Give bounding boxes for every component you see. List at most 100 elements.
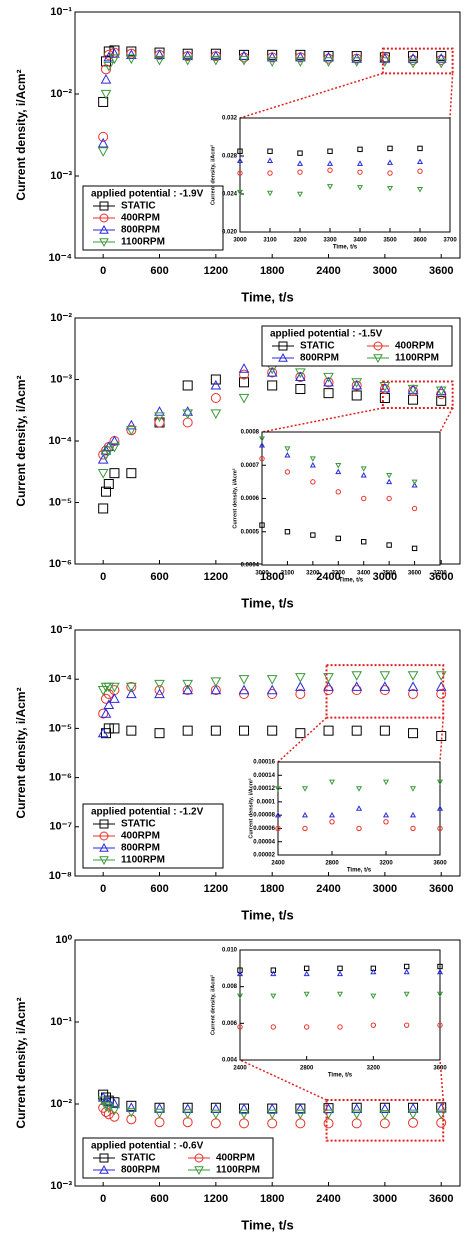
marker bbox=[210, 1103, 222, 1114]
inset-x-axis-label: Time, t/s bbox=[333, 245, 358, 251]
y-tick-label: 10⁻³ bbox=[50, 170, 72, 182]
plot-area bbox=[261, 431, 441, 566]
marker bbox=[360, 471, 367, 478]
marker bbox=[266, 1109, 278, 1120]
marker bbox=[99, 831, 109, 841]
y-tick-label: 0.008 bbox=[222, 984, 238, 990]
marker bbox=[182, 409, 194, 420]
marker bbox=[194, 1153, 204, 1163]
marker bbox=[154, 55, 165, 66]
marker bbox=[109, 1098, 120, 1109]
y-tick-label: 10⁻¹ bbox=[50, 6, 72, 18]
legend-label: 800RPM bbox=[121, 225, 160, 236]
x-tick-label: 3700 bbox=[433, 571, 447, 577]
marker bbox=[436, 51, 447, 62]
marker bbox=[236, 993, 244, 1000]
x-axis-label: Time, t/s bbox=[241, 595, 294, 610]
marker bbox=[407, 681, 419, 691]
y-tick-label: 10⁻⁵ bbox=[49, 722, 72, 734]
marker bbox=[236, 970, 244, 977]
legend-label: 400RPM bbox=[395, 341, 434, 352]
x-axis-label: Time, t/s bbox=[241, 289, 294, 304]
legend-label: 800RPM bbox=[300, 353, 339, 364]
x-tick-label: 3600 bbox=[429, 1193, 453, 1205]
zoom-link bbox=[439, 1059, 444, 1101]
x-tick-label: 2400 bbox=[316, 571, 340, 583]
marker bbox=[436, 395, 447, 406]
marker bbox=[154, 49, 165, 59]
marker bbox=[182, 50, 194, 61]
x-tick-label: 3600 bbox=[429, 571, 453, 583]
marker bbox=[386, 159, 394, 165]
marker bbox=[326, 184, 334, 190]
marker bbox=[435, 386, 447, 397]
x-tick-label: 1200 bbox=[204, 883, 228, 895]
marker bbox=[295, 673, 306, 683]
marker bbox=[411, 545, 418, 552]
marker bbox=[278, 352, 288, 362]
marker bbox=[109, 435, 120, 446]
y-tick-label: 0.00008 bbox=[253, 813, 275, 819]
marker bbox=[436, 968, 444, 975]
marker bbox=[379, 1103, 391, 1114]
marker bbox=[379, 57, 391, 67]
marker bbox=[386, 542, 392, 548]
marker bbox=[98, 96, 109, 107]
marker bbox=[386, 478, 393, 485]
zoom-link bbox=[439, 717, 444, 763]
marker bbox=[410, 825, 416, 832]
marker bbox=[335, 535, 341, 542]
inset-x-axis-label: Time, t/s bbox=[347, 868, 372, 874]
y-axis-label: Current density, i/Acm² bbox=[14, 375, 28, 506]
x-tick-label: 3000 bbox=[373, 1193, 397, 1205]
marker bbox=[407, 53, 419, 63]
marker bbox=[417, 168, 423, 174]
x-tick-label: 3600 bbox=[413, 238, 427, 244]
marker bbox=[109, 442, 120, 453]
x-tick-label: 3200 bbox=[293, 238, 307, 244]
legend-label: 800RPM bbox=[121, 1165, 160, 1176]
marker bbox=[297, 150, 303, 156]
legend-label: 400RPM bbox=[216, 1153, 255, 1164]
x-tick-label: 3100 bbox=[281, 571, 295, 577]
y-tick-label: 10⁻³ bbox=[50, 1180, 72, 1192]
y-tick-label: 10⁻⁷ bbox=[49, 821, 72, 833]
x-tick-label: 600 bbox=[150, 1193, 168, 1205]
marker bbox=[416, 158, 424, 164]
marker bbox=[323, 51, 334, 62]
zoom-link bbox=[261, 407, 384, 433]
y-tick-label: 10⁻⁸ bbox=[49, 870, 72, 882]
marker bbox=[99, 842, 109, 852]
marker bbox=[210, 50, 222, 61]
marker bbox=[154, 1108, 165, 1119]
marker bbox=[154, 685, 165, 696]
marker bbox=[435, 671, 447, 681]
marker bbox=[182, 684, 194, 695]
marker bbox=[417, 145, 423, 152]
marker bbox=[295, 51, 306, 62]
plot-area bbox=[239, 117, 451, 233]
marker bbox=[328, 779, 336, 786]
y-tick-label: 0.00006 bbox=[253, 826, 275, 832]
marker bbox=[360, 466, 367, 472]
x-tick-label: 2400 bbox=[316, 265, 340, 277]
x-tick-label: 3000 bbox=[373, 571, 397, 583]
inset-y-axis-label: Current density, i/Acm² bbox=[247, 778, 254, 838]
marker bbox=[370, 968, 377, 975]
marker bbox=[103, 699, 115, 710]
marker bbox=[303, 1024, 310, 1030]
marker bbox=[182, 380, 193, 391]
marker bbox=[361, 539, 367, 545]
marker bbox=[267, 49, 278, 60]
marker bbox=[355, 805, 363, 811]
marker bbox=[237, 1024, 243, 1030]
y-tick-label: 10⁻³ bbox=[50, 373, 72, 385]
marker bbox=[356, 160, 364, 166]
marker bbox=[194, 1166, 204, 1176]
marker bbox=[109, 1105, 120, 1116]
marker bbox=[210, 393, 221, 404]
marker bbox=[270, 993, 277, 1000]
marker bbox=[125, 1107, 137, 1118]
marker bbox=[435, 58, 447, 69]
marker bbox=[109, 48, 120, 58]
